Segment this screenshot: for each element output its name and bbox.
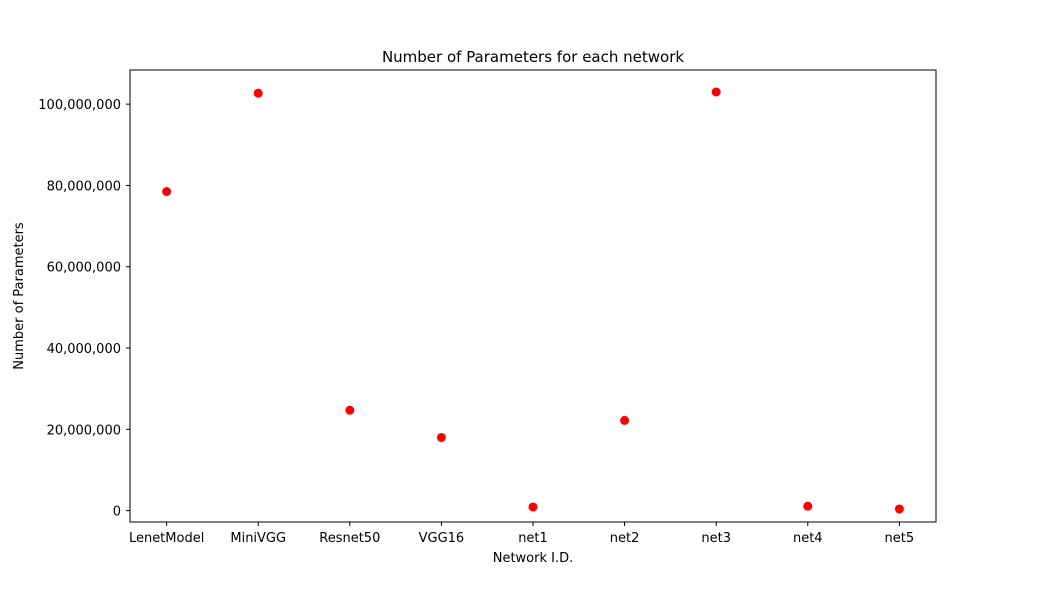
- chart-title: Number of Parameters for each network: [382, 48, 684, 66]
- plot-frame: [129, 69, 937, 523]
- x-tick-label: Resnet50: [319, 531, 380, 546]
- data-point: [345, 405, 355, 415]
- x-tick-label: VGG16: [419, 531, 465, 546]
- data-point: [803, 501, 813, 511]
- data-point: [528, 502, 538, 512]
- x-tick-label: net4: [793, 531, 823, 546]
- y-axis-label: Number of Parameters: [12, 222, 27, 370]
- y-tick-label: 60,000,000: [47, 261, 121, 276]
- y-tick-label: 80,000,000: [47, 179, 121, 194]
- y-axis-ticks: 0 20,000,000 40,000,000 60,000,000 80,000,00…: [38, 98, 130, 520]
- data-points: [162, 87, 904, 514]
- x-tick-label: net2: [610, 531, 640, 546]
- x-axis-label: Network I.D.: [493, 551, 574, 566]
- y-tick-label: 20,000,000: [47, 423, 121, 438]
- data-point: [436, 432, 446, 442]
- y-tick-label: 100,000,000: [38, 98, 121, 113]
- y-tick-label: 40,000,000: [47, 342, 121, 357]
- data-point: [620, 415, 630, 425]
- y-tick-label: 0: [113, 505, 121, 520]
- data-point: [894, 504, 904, 514]
- x-tick-label: net1: [518, 531, 548, 546]
- x-axis-ticks: LenetModel MiniVGG Resnet50 VGG16 net1 net2 ne…: [129, 522, 914, 546]
- x-tick-label: MiniVGG: [230, 531, 286, 546]
- data-point: [711, 87, 721, 97]
- x-tick-label: net5: [885, 531, 915, 546]
- data-point: [162, 187, 172, 197]
- data-point: [253, 88, 263, 98]
- x-tick-label: net3: [701, 531, 731, 546]
- x-tick-label: LenetModel: [129, 531, 204, 546]
